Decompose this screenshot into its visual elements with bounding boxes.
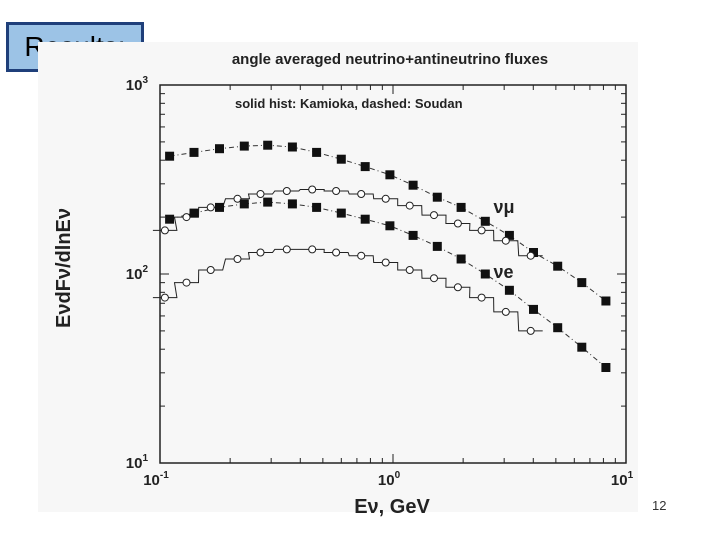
filled-square-marker [432,241,442,251]
filled-square-marker [165,151,175,161]
filled-square-marker [360,162,370,172]
filled-square-marker [577,278,587,288]
open-circle-marker [477,226,486,235]
open-circle-marker [282,245,291,254]
x-tick-label: 100 [378,470,401,489]
filled-square-marker [456,254,466,264]
filled-square-marker [529,248,538,257]
filled-square-marker [360,214,370,224]
open-circle-marker [381,194,390,203]
filled-square-marker [504,230,514,240]
y-tick-exponent: 2 [142,264,148,275]
solid-histogram-curve [152,248,543,332]
filled-square-marker [263,197,273,207]
filled-square-marker [408,230,418,240]
filled-square-marker [385,170,395,180]
filled-square-marker [456,202,466,212]
x-tick-exponent: 1 [628,470,634,481]
nu-e-label: νe [494,262,514,282]
filled-square-marker [312,202,322,212]
open-circle-marker [182,213,191,222]
filled-square-marker [312,147,322,157]
filled-square-marker [239,141,249,151]
x-tick-base: 10 [611,472,628,489]
filled-square-marker [408,180,418,190]
y-tick-label: 102 [126,264,149,283]
filled-square-marker [553,323,563,333]
open-circle-marker [332,248,341,257]
filled-square-marker [189,208,199,218]
x-tick-label: 10-1 [143,470,169,489]
open-circle-marker [206,203,215,212]
open-circle-marker [160,226,169,235]
x-tick-exponent: 0 [395,470,401,481]
open-circle-marker [308,245,317,254]
nu-mu-label: νμ [494,197,515,217]
open-circle-marker [453,283,462,292]
chart-subtitle: solid hist: Kamioka, dashed: Soudan [235,96,463,111]
open-circle-marker [357,190,366,198]
filled-square-marker [336,208,346,218]
open-circle-marker [182,278,191,287]
open-circle-marker [501,307,510,316]
filled-square-marker [601,296,611,306]
x-tick-exponent: -1 [160,470,169,481]
filled-square-marker [189,147,199,157]
y-tick-exponent: 1 [142,453,148,464]
filled-square-marker [336,154,346,164]
y-tick-exponent: 3 [142,75,148,86]
y-tick-base: 10 [126,455,143,472]
y-tick-label: 101 [126,453,149,472]
open-circle-marker [501,236,510,245]
open-circle-marker [282,187,291,195]
filled-square-marker [504,285,514,295]
filled-square-marker [529,304,538,314]
y-tick-base: 10 [126,266,143,283]
filled-square-marker [287,142,297,152]
filled-square-marker [432,192,442,202]
open-circle-marker [477,293,486,302]
filled-square-marker [480,269,490,279]
chart-image-background [38,42,638,512]
filled-square-marker [553,261,563,271]
x-tick-label: 101 [611,470,634,489]
chart-title: angle averaged neutrino+antineutrino flu… [232,51,548,68]
open-circle-marker [256,248,265,257]
open-circle-marker [430,274,438,283]
open-circle-marker [160,293,169,302]
open-circle-marker [453,219,462,228]
open-circle-marker [526,326,535,335]
filled-square-marker [287,199,297,209]
filled-square-marker [165,214,175,224]
filled-square-marker [215,202,224,212]
y-tick-label: 103 [126,75,149,94]
y-axis-title: EνdFν/dlnEν [53,208,75,328]
x-tick-base: 10 [143,472,160,489]
open-circle-marker [526,251,535,260]
filled-square-marker [239,199,249,209]
open-circle-marker [256,190,265,198]
open-circle-marker [308,185,317,194]
filled-square-marker [480,216,490,226]
open-circle-marker [233,255,242,263]
open-circle-marker [357,251,366,260]
open-circle-marker [332,187,341,195]
filled-square-marker [577,342,587,352]
filled-square-marker [385,221,395,231]
open-circle-marker [206,266,215,274]
open-circle-marker [405,266,414,274]
open-circle-marker [381,258,390,267]
open-circle-marker [233,194,242,203]
filled-square-marker [263,140,273,150]
filled-square-marker [215,144,224,154]
y-tick-base: 10 [126,77,143,94]
open-circle-marker [430,211,438,220]
filled-square-marker [601,363,611,372]
x-axis-title: Eν, GeV [354,496,430,518]
page-number: 12 [652,498,667,513]
open-circle-marker [405,201,414,210]
x-tick-base: 10 [378,472,395,489]
